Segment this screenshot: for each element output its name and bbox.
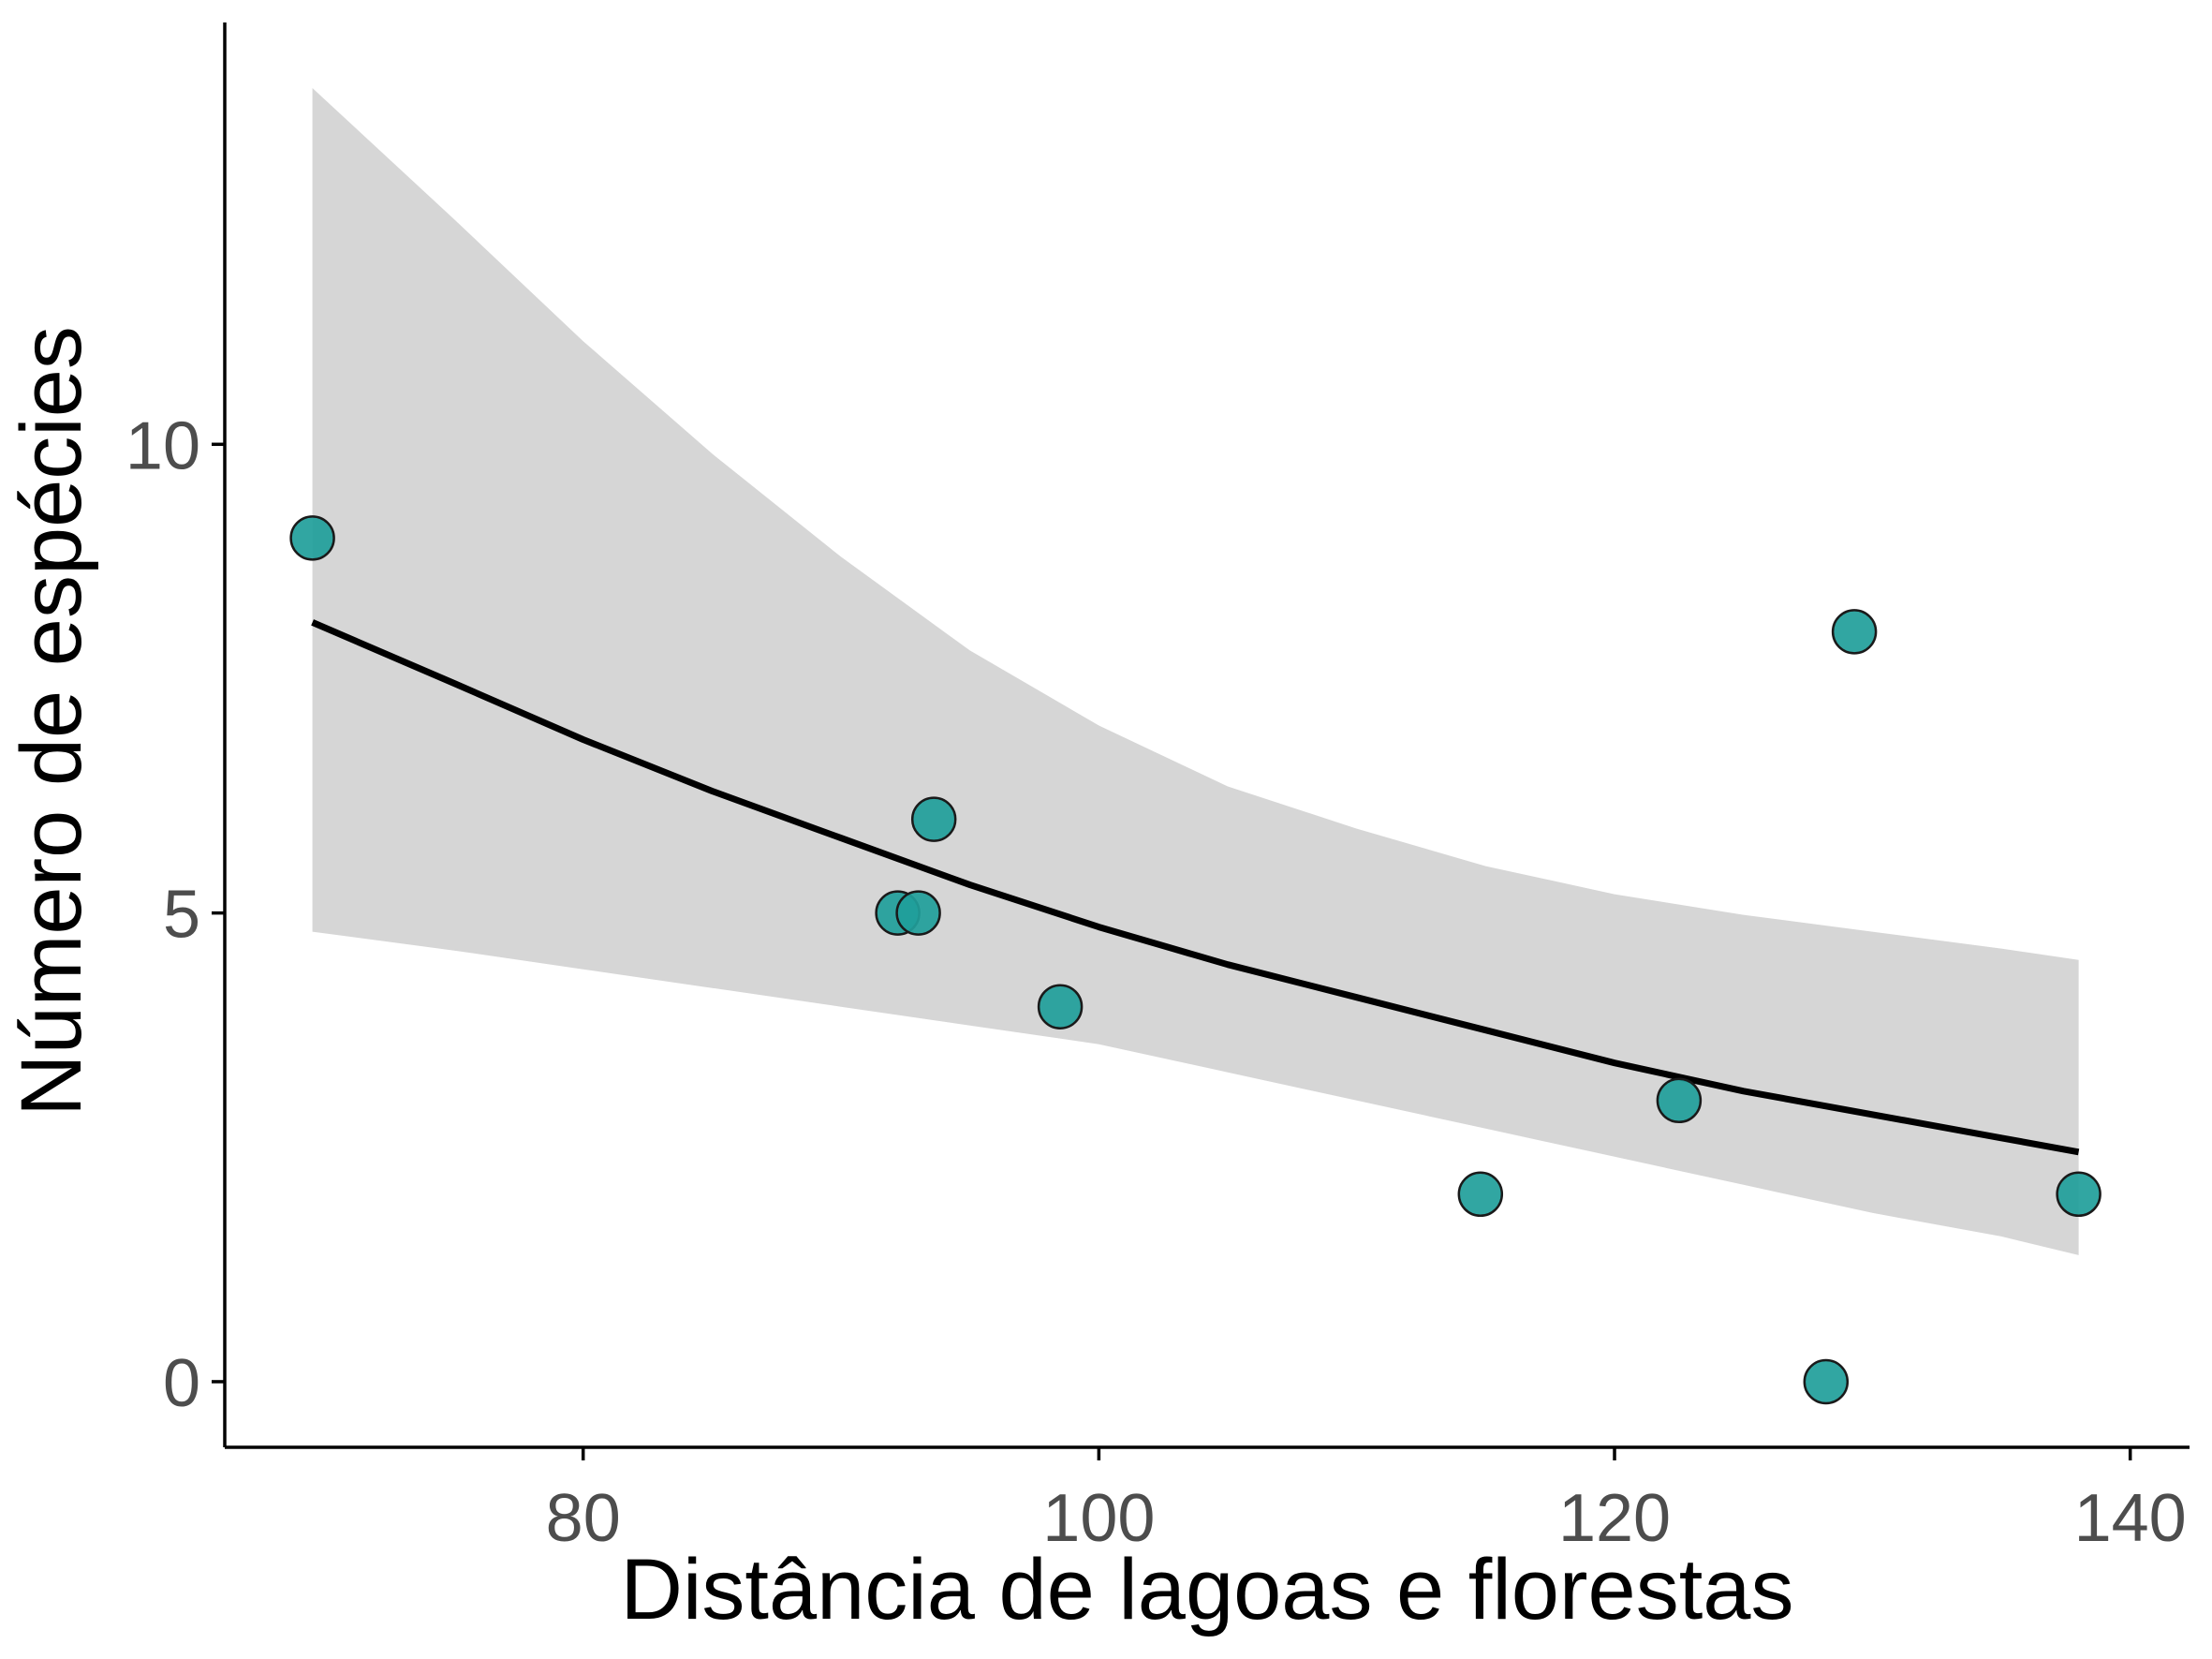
x-tick-label: 100: [1042, 1481, 1155, 1556]
data-point: [895, 890, 941, 936]
data-point: [2056, 1171, 2101, 1218]
data-point: [289, 515, 335, 561]
y-axis-title: Número de espécies: [4, 326, 99, 1117]
data-point: [1831, 609, 1878, 655]
x-ticks: 80 100 120 140: [546, 1447, 2187, 1556]
x-tick-label: 80: [546, 1481, 621, 1556]
data-point: [1037, 984, 1084, 1029]
fit-line: [311, 619, 2080, 1156]
data-point: [910, 796, 957, 842]
data-points-layer: [289, 515, 2101, 1405]
fit-line-layer: [311, 619, 2080, 1156]
x-axis-title: Distância de lagoas e florestas: [621, 1542, 1794, 1637]
y-ticks: 0 5 10: [125, 408, 225, 1421]
data-point: [1457, 1171, 1504, 1218]
y-tick-label: 5: [163, 878, 200, 953]
confidence-band: [312, 88, 2079, 1255]
y-tick-label: 10: [125, 408, 200, 483]
data-point: [1656, 1077, 1703, 1124]
axes: [223, 22, 2190, 1449]
data-point: [1803, 1358, 1850, 1405]
x-tick-label: 140: [2074, 1481, 2187, 1556]
y-tick-label: 0: [163, 1346, 200, 1421]
confidence-band-layer: [312, 88, 2079, 1255]
x-tick-label: 120: [1558, 1481, 1671, 1556]
